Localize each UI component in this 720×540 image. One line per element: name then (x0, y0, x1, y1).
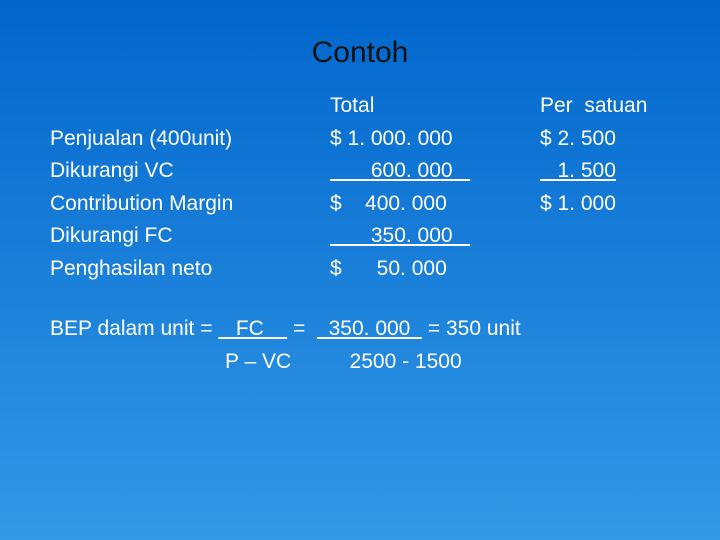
header-label (50, 90, 330, 123)
row-per: 1. 500 (540, 155, 616, 188)
bep-line2: P – VC 2500 - 1500 (50, 346, 670, 379)
row-total: $ 50. 000 (330, 253, 540, 286)
bep-section: BEP dalam unit = FC = 350. 000 = 350 uni… (50, 313, 670, 378)
header-total: Total (330, 90, 540, 123)
table-row: Dikurangi VC 600. 000 1. 500 (50, 155, 670, 188)
bep-line1: BEP dalam unit = FC = 350. 000 = 350 uni… (50, 313, 670, 346)
row-per: $ 1. 000 (540, 188, 616, 221)
table-row: Penjualan (400unit)$ 1. 000. 000$ 2. 500 (50, 123, 670, 156)
row-per: $ 2. 500 (540, 123, 616, 156)
header-row: Total Per satuan (50, 90, 670, 123)
slide-title: Contoh (0, 0, 720, 90)
row-label: Contribution Margin (50, 188, 330, 221)
content-area: Total Per satuan Penjualan (400unit)$ 1.… (0, 90, 720, 378)
row-label: Penjualan (400unit) (50, 123, 330, 156)
row-total: $ 400. 000 (330, 188, 540, 221)
row-label: Dikurangi FC (50, 220, 330, 253)
header-per: Per satuan (540, 90, 647, 123)
table-row: Contribution Margin$ 400. 000$ 1. 000 (50, 188, 670, 221)
row-total: 600. 000 (330, 155, 540, 188)
row-total: 350. 000 (330, 220, 540, 253)
row-label: Penghasilan neto (50, 253, 330, 286)
row-label: Dikurangi VC (50, 155, 330, 188)
row-total: $ 1. 000. 000 (330, 123, 540, 156)
table-row: Dikurangi FC 350. 000 (50, 220, 670, 253)
table-row: Penghasilan neto$ 50. 000 (50, 253, 670, 286)
